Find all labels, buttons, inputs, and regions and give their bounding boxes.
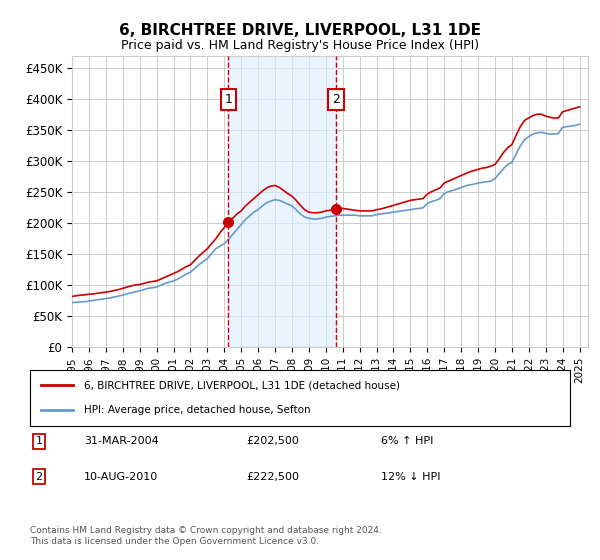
Text: 2: 2 — [35, 472, 43, 482]
Text: 1: 1 — [35, 436, 43, 446]
Text: 6% ↑ HPI: 6% ↑ HPI — [381, 436, 433, 446]
Bar — [229, 56, 336, 347]
Text: 1: 1 — [224, 93, 232, 106]
Text: Price paid vs. HM Land Registry's House Price Index (HPI): Price paid vs. HM Land Registry's House … — [121, 39, 479, 53]
Text: £202,500: £202,500 — [246, 436, 299, 446]
Text: 6, BIRCHTREE DRIVE, LIVERPOOL, L31 1DE: 6, BIRCHTREE DRIVE, LIVERPOOL, L31 1DE — [119, 24, 481, 38]
Text: £222,500: £222,500 — [246, 472, 299, 482]
Text: 10-AUG-2010: 10-AUG-2010 — [84, 472, 158, 482]
Text: Contains HM Land Registry data © Crown copyright and database right 2024.
This d: Contains HM Land Registry data © Crown c… — [30, 526, 382, 546]
Text: 2: 2 — [332, 93, 340, 106]
Text: 31-MAR-2004: 31-MAR-2004 — [84, 436, 159, 446]
Text: HPI: Average price, detached house, Sefton: HPI: Average price, detached house, Seft… — [84, 405, 311, 415]
Text: 6, BIRCHTREE DRIVE, LIVERPOOL, L31 1DE (detached house): 6, BIRCHTREE DRIVE, LIVERPOOL, L31 1DE (… — [84, 380, 400, 390]
Text: 12% ↓ HPI: 12% ↓ HPI — [381, 472, 440, 482]
